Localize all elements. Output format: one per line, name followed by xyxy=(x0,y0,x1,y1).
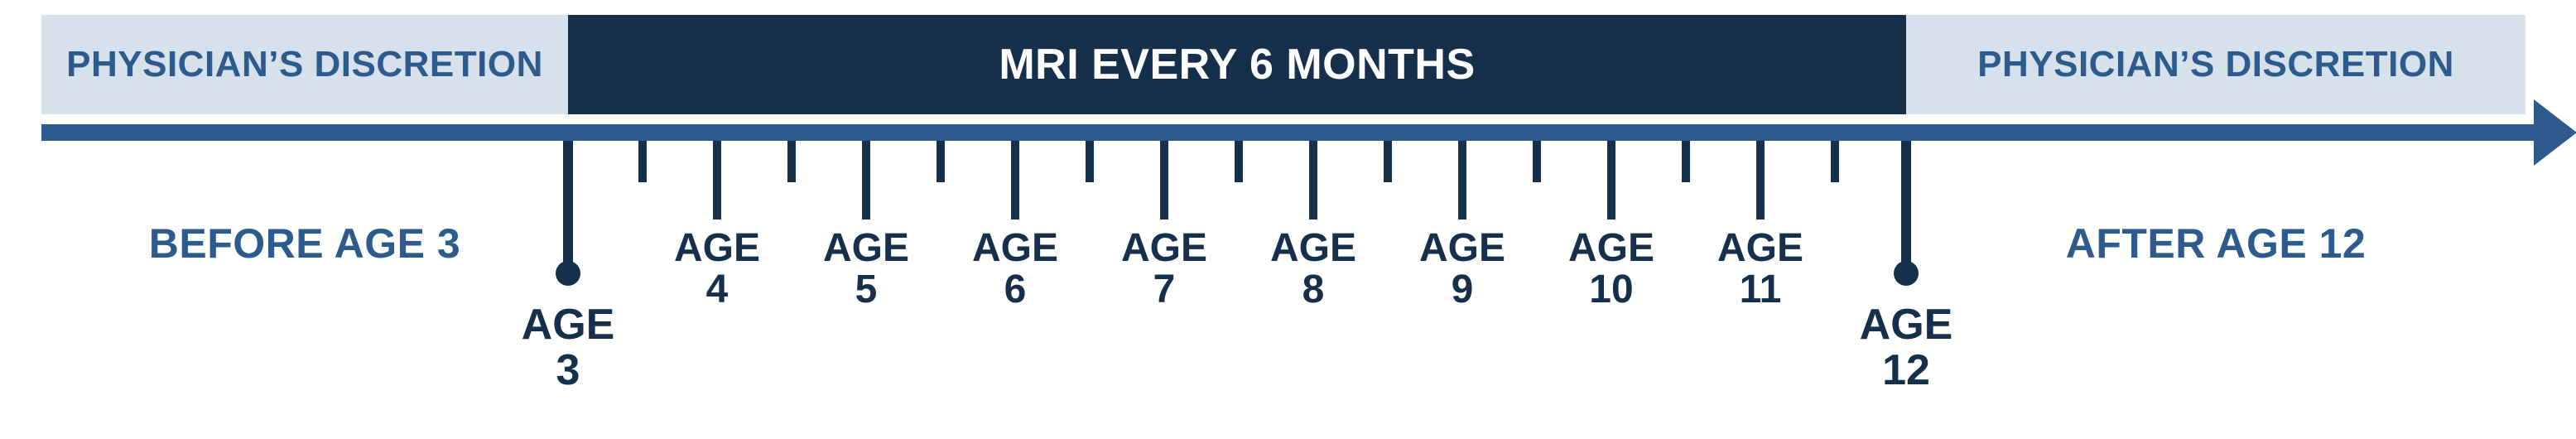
tick-half xyxy=(937,141,945,182)
tick-age-11 xyxy=(1756,141,1765,220)
region-before-label: BEFORE AGE 3 xyxy=(149,220,460,268)
tick-age-9 xyxy=(1458,141,1466,220)
age-word: AGE xyxy=(1860,302,1953,348)
region-labels: BEFORE AGE 3 AFTER AGE 12 xyxy=(41,220,2525,286)
age-number: 3 xyxy=(522,348,615,393)
band-before: PHYSICIAN’S DISCRETION xyxy=(41,15,568,114)
band-middle-label: MRI EVERY 6 MONTHS xyxy=(999,40,1475,89)
tick-half xyxy=(638,141,647,182)
band-after: PHYSICIAN’S DISCRETION xyxy=(1906,15,2525,114)
tick-label-age-3: AGE3 xyxy=(522,302,615,393)
axis-arrowhead-icon xyxy=(2534,99,2576,166)
band-before-label: PHYSICIAN’S DISCRETION xyxy=(66,44,543,85)
tick-age-8 xyxy=(1309,141,1317,220)
tick-age-5 xyxy=(862,141,870,220)
tick-label-age-12: AGE12 xyxy=(1860,302,1953,393)
band-middle: MRI EVERY 6 MONTHS xyxy=(568,15,1906,114)
tick-half xyxy=(1831,141,1839,182)
region-after-label: AFTER AGE 12 xyxy=(2066,220,2367,268)
tick-half xyxy=(787,141,796,182)
timeline-axis xyxy=(41,124,2550,141)
tick-age-10 xyxy=(1607,141,1615,220)
band-after-label: PHYSICIAN’S DISCRETION xyxy=(1977,44,2454,85)
tick-age-4 xyxy=(713,141,721,220)
tick-age-6 xyxy=(1011,141,1019,220)
age-number: 12 xyxy=(1860,348,1953,393)
tick-half xyxy=(1533,141,1541,182)
tick-age-7 xyxy=(1160,141,1168,220)
timeline-diagram: PHYSICIAN’S DISCRETION MRI EVERY 6 MONTH… xyxy=(0,0,2576,439)
header-bands: PHYSICIAN’S DISCRETION MRI EVERY 6 MONTH… xyxy=(41,15,2525,114)
age-word: AGE xyxy=(522,302,615,348)
tick-half xyxy=(1235,141,1243,182)
tick-half xyxy=(1384,141,1392,182)
tick-half xyxy=(1682,141,1690,182)
tick-half xyxy=(1086,141,1094,182)
